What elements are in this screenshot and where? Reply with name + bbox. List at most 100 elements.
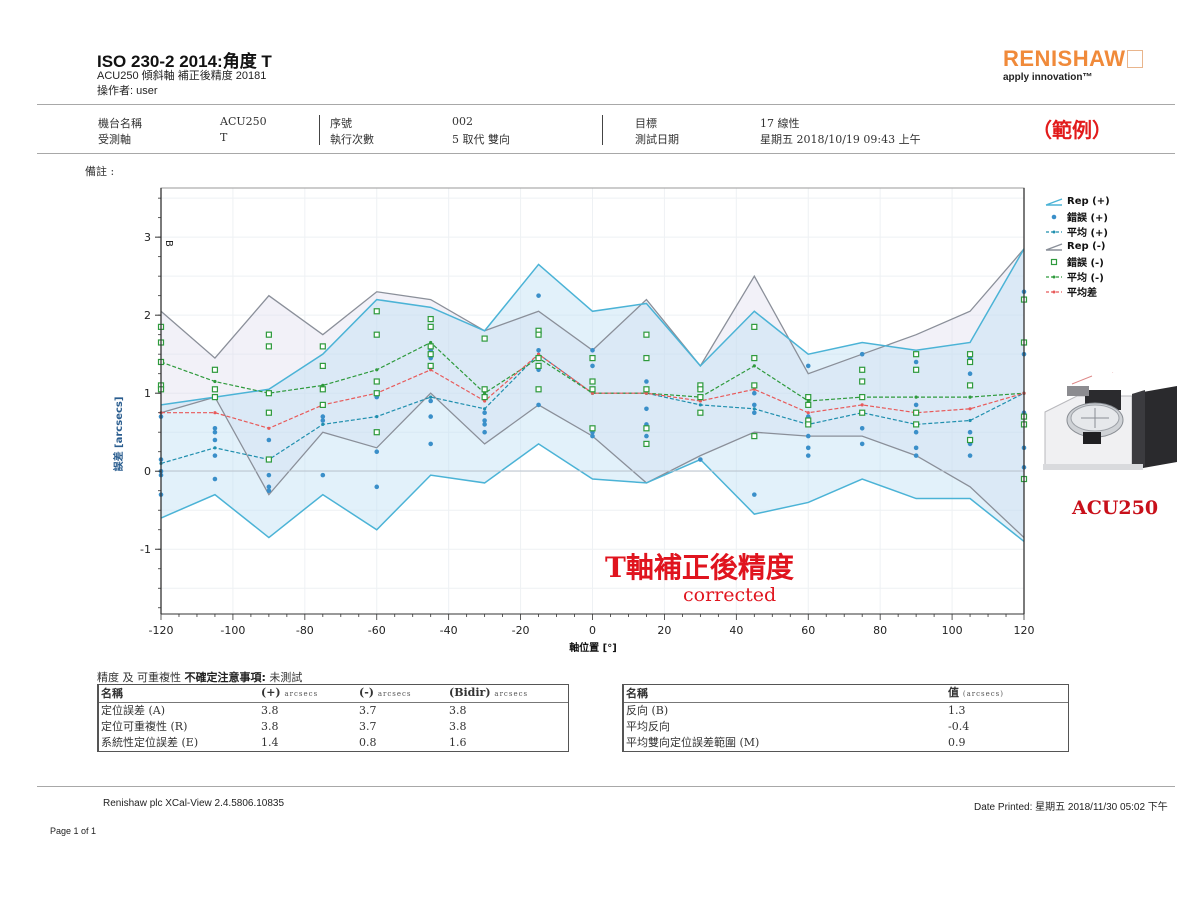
target-label: 目標 xyxy=(635,117,657,130)
table-header-row: 名稱 (+) arcsecs (-) arcsecs (Bidir) arcse… xyxy=(99,685,568,703)
value-minus: 0.8 xyxy=(359,736,377,749)
runs-label: 執行次數 xyxy=(330,133,374,146)
backlash-annotation: B xyxy=(163,240,174,247)
legend-rep-plus: Rep (+) xyxy=(1045,194,1110,209)
row-name: 平均雙向定位誤差範圍 (M) xyxy=(626,736,760,749)
legend-label: 平均 (-) xyxy=(1067,273,1104,284)
brand-tagline: apply innovation™ xyxy=(1003,72,1093,83)
legend-mean-diff: 平均差 xyxy=(1045,284,1110,299)
machine-caption: ACU250 xyxy=(1072,497,1159,519)
axis-label: 受測軸 xyxy=(98,133,131,146)
x-axis-label: 軸位置 [°] xyxy=(569,641,617,654)
dashed-red-icon xyxy=(1046,290,1062,293)
dashed-green-icon xyxy=(1046,275,1062,278)
remarks-label: 備註 : xyxy=(85,165,115,178)
date-label: 測試日期 xyxy=(635,133,679,146)
col-name: 名稱 xyxy=(99,685,259,703)
serial-label: 序號 xyxy=(330,117,352,130)
legend-mean-plus: 平均 (+) xyxy=(1045,224,1110,239)
svg-text:0: 0 xyxy=(144,465,151,478)
report-title: ISO 230-2 2014:角度 T xyxy=(97,52,272,71)
info-separator xyxy=(319,115,320,145)
chart-axes: -1 0 1 2 3 -120 -100 -80 -60 -40 -20 0 20 40 60 80 100 12… xyxy=(140,188,1035,637)
svg-text:40: 40 xyxy=(729,624,743,637)
svg-text:-1: -1 xyxy=(140,543,151,556)
value-bidir: 3.8 xyxy=(449,720,467,733)
axis-value: T xyxy=(220,131,228,144)
svg-text:1: 1 xyxy=(144,387,151,400)
legend-label: 錯誤 (-) xyxy=(1067,258,1104,269)
uncertainty-caption: 精度 及 可重複性 不確定注意事項: 未測試 xyxy=(97,669,302,685)
value-minus: 3.7 xyxy=(359,704,377,717)
page-number: Page 1 of 1 xyxy=(50,826,97,836)
software-version: Renishaw plc XCal-View 2.4.5806.10835 xyxy=(103,798,285,809)
value-bidir: 3.8 xyxy=(449,704,467,717)
value-plus: 3.8 xyxy=(261,720,279,733)
table-row: 平均反向 -0.4 xyxy=(624,719,1068,735)
svg-text:0: 0 xyxy=(589,624,596,637)
row-name: 平均反向 xyxy=(626,720,670,733)
rotary-table-image xyxy=(1043,372,1177,470)
row-name: 反向 (B) xyxy=(626,704,669,717)
svg-text:-20: -20 xyxy=(512,624,530,637)
operator-label: 操作者: user xyxy=(97,85,158,97)
table-row: 平均雙向定位誤差範圍 (M) 0.9 xyxy=(624,735,1068,751)
col-value: 值 (arcsecs) xyxy=(946,685,1068,703)
band-blue-icon xyxy=(1045,197,1063,206)
square-green-icon xyxy=(1050,258,1058,265)
row-value: 1.3 xyxy=(948,704,966,717)
corrected-title-stamp: T軸補正後精度 xyxy=(605,551,794,584)
table-row: 定位誤差 (A) 3.8 3.7 3.8 xyxy=(99,703,568,720)
row-name: 定位可重複性 (R) xyxy=(101,720,188,733)
info-divider xyxy=(37,153,1175,154)
backlash-table: 名稱 值 (arcsecs) 反向 (B) 1.3 平均反向 -0.4 平均雙向… xyxy=(622,684,1069,752)
value-minus: 3.7 xyxy=(359,720,377,733)
machine-name-value: ACU250 xyxy=(220,115,267,128)
row-value: -0.4 xyxy=(948,720,970,733)
svg-text:3: 3 xyxy=(144,231,151,244)
svg-text:100: 100 xyxy=(942,624,963,637)
value-plus: 1.4 xyxy=(261,736,279,749)
legend-label: Rep (-) xyxy=(1067,241,1106,252)
svg-text:20: 20 xyxy=(657,624,671,637)
row-name: 系統性定位誤差 (E) xyxy=(101,736,199,749)
footer-divider xyxy=(37,786,1175,787)
svg-text:-60: -60 xyxy=(368,624,386,637)
svg-text:-80: -80 xyxy=(296,624,314,637)
svg-text:120: 120 xyxy=(1014,624,1035,637)
svg-text:60: 60 xyxy=(801,624,815,637)
y-axis-label: 誤差 [arcsecs] xyxy=(112,397,125,472)
table-row: 定位可重複性 (R) 3.8 3.7 3.8 xyxy=(99,719,568,735)
svg-text:-40: -40 xyxy=(440,624,458,637)
svg-text:-120: -120 xyxy=(149,624,174,637)
value-plus: 3.8 xyxy=(261,704,279,717)
chart-legend: Rep (+) 錯誤 (+) 平均 (+) Rep (-) 錯誤 (-) 平均 … xyxy=(1045,194,1110,299)
col-plus: (+) arcsecs xyxy=(259,685,357,703)
info-separator xyxy=(602,115,603,145)
col-minus: (-) arcsecs xyxy=(357,685,447,703)
machine-name-label: 機台名稱 xyxy=(98,117,142,130)
header-divider xyxy=(37,104,1175,105)
svg-text:80: 80 xyxy=(873,624,887,637)
target-value: 17 線性 xyxy=(760,117,800,130)
table-row: 系統性定位誤差 (E) 1.4 0.8 1.6 xyxy=(99,735,568,751)
legend-label: 錯誤 (+) xyxy=(1067,213,1109,224)
legend-label: 平均 (+) xyxy=(1067,228,1109,239)
accuracy-table: 名稱 (+) arcsecs (-) arcsecs (Bidir) arcse… xyxy=(97,684,569,752)
legend-error-plus: 錯誤 (+) xyxy=(1045,209,1110,224)
legend-rep-minus: Rep (-) xyxy=(1045,239,1110,254)
caption-text: 精度 及 可重複性 xyxy=(97,671,185,684)
dashed-blue-icon xyxy=(1046,230,1062,233)
row-name: 定位誤差 (A) xyxy=(101,704,166,717)
table-header-row: 名稱 值 (arcsecs) xyxy=(624,685,1068,703)
caption-value: 未測試 xyxy=(265,671,303,684)
value-bidir: 1.6 xyxy=(449,736,467,749)
svg-text:2: 2 xyxy=(144,309,151,322)
band-gray-icon xyxy=(1045,242,1063,251)
brand-name: RENISHAW xyxy=(1003,46,1126,71)
legend-mean-minus: 平均 (-) xyxy=(1045,269,1110,284)
logo-mark-icon xyxy=(1126,50,1143,68)
dot-blue-icon xyxy=(1051,214,1057,219)
col-bidir: (Bidir) arcsecs xyxy=(447,685,568,703)
